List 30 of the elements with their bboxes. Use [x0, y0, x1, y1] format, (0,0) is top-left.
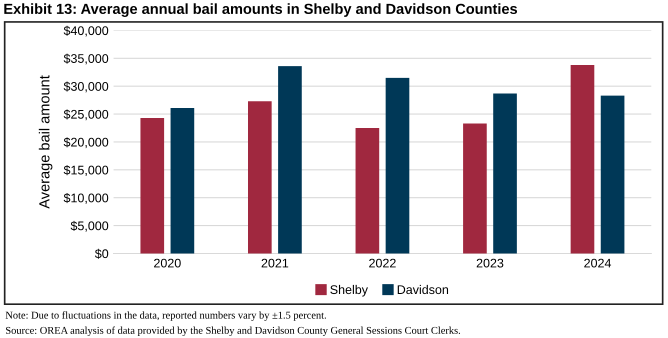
bar [170, 108, 194, 254]
bar [463, 124, 487, 254]
legend-label: Davidson [398, 284, 448, 294]
legend-label: Shelby [330, 284, 368, 297]
bar [248, 101, 272, 254]
bar [278, 66, 302, 254]
bar [600, 96, 624, 254]
y-tick-label: $0 [94, 248, 108, 259]
y-tick-label: $30,000 [64, 81, 108, 92]
y-axis-title: Average bail amount [38, 75, 52, 209]
bar [386, 78, 410, 254]
x-tick-label: 2020 [154, 258, 181, 268]
y-tick-label: $40,000 [64, 26, 108, 37]
bar [570, 64, 594, 254]
bar [356, 128, 380, 254]
chart-title: Exhibit 13: Average annual bail amounts in Shelby and Davidson Counties [4, 3, 518, 17]
bar [140, 118, 164, 254]
source-note: Source: OREA analysis of data provided by the Shelby and Davidson County General Sessions Court Clerks. [6, 326, 460, 336]
x-tick-label: 2024 [584, 258, 612, 268]
y-tick-label: $25,000 [64, 109, 108, 120]
x-tick-label: 2023 [476, 258, 504, 268]
bar [493, 93, 517, 254]
y-tick-label: $20,000 [64, 137, 108, 148]
y-tick-label: $5,000 [70, 220, 108, 232]
y-tick-label: $15,000 [64, 165, 108, 176]
text: Note: Due to fluctuations in the data, reported numbers vary by ±1.5 percent. [6, 311, 326, 321]
y-tick-label: $10,000 [64, 193, 108, 204]
x-tick-label: 2021 [262, 258, 288, 268]
x-tick-label: 2022 [369, 258, 396, 268]
y-tick-label: $35,000 [64, 54, 108, 64]
